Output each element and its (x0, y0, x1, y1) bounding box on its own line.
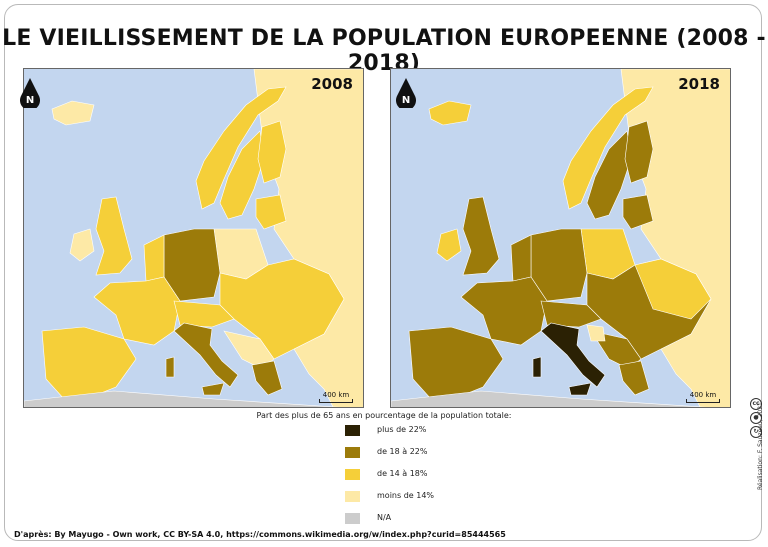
region-sicily (201, 382, 225, 396)
legend-title: Part des plus de 65 ans en pourcentage d… (256, 411, 512, 420)
north-label: N (402, 95, 410, 106)
map-2018: 2018 400 km (390, 68, 731, 408)
region-finland (257, 120, 287, 184)
region-greece (251, 360, 283, 396)
region-norway (562, 86, 654, 210)
legend-label: de 14 à 18% (377, 469, 428, 478)
region-iberia (408, 326, 504, 400)
region-uk (462, 196, 500, 276)
map-2008: 2008 400 km (23, 68, 364, 408)
region-italy (540, 322, 606, 388)
scale-bar: 400 km (686, 391, 720, 403)
scale-label: 400 km (322, 391, 350, 399)
region-baltics (255, 194, 287, 230)
region-ireland (69, 228, 95, 262)
scale-bar: 400 km (319, 391, 353, 403)
region-sardinia (165, 356, 175, 378)
map-year: 2008 (311, 75, 353, 93)
scale-label: 400 km (689, 391, 717, 399)
region-iceland (51, 100, 95, 126)
region-norway (195, 86, 287, 210)
region-alps (173, 300, 235, 328)
region-benelux (510, 234, 532, 282)
region-sicily (568, 382, 592, 396)
map-year: 2018 (678, 75, 720, 93)
license-icons: cc ● ↻ (750, 398, 762, 440)
legend-swatch (345, 469, 360, 480)
map-2008-shapes (24, 69, 363, 407)
region-africa (391, 390, 707, 407)
region-greece (618, 360, 650, 396)
legend-swatch (345, 425, 360, 436)
map-2018-shapes (391, 69, 730, 407)
legend-swatch (345, 447, 360, 458)
region-sardinia (532, 356, 542, 378)
legend-swatch (345, 491, 360, 502)
region-africa (24, 390, 340, 407)
region-baltics (622, 194, 654, 230)
region-bosnia (586, 324, 606, 342)
region-france (93, 276, 181, 346)
cc-icon: cc (750, 398, 762, 410)
region-ireland (436, 228, 462, 262)
region-ukraine (634, 258, 712, 320)
sa-icon: ↻ (750, 426, 762, 438)
region-iceland (428, 100, 472, 126)
region-finland (624, 120, 654, 184)
north-label: N (26, 95, 34, 106)
legend-label: plus de 22% (377, 425, 427, 434)
legend-label: N/A (377, 513, 392, 522)
region-iberia (41, 326, 137, 400)
by-icon: ● (750, 412, 762, 424)
legend-label: moins de 14% (377, 491, 435, 500)
legend-swatch (345, 513, 360, 524)
north-arrow-icon: N (20, 78, 40, 108)
region-uk (95, 196, 133, 276)
region-italy (173, 322, 239, 388)
legend-label: de 18 à 22% (377, 447, 428, 456)
region-benelux (143, 234, 165, 282)
region-france (460, 276, 548, 346)
source-note: D'après: By Mayugo - Own work, CC BY-SA … (14, 530, 506, 539)
region-alps (540, 300, 602, 328)
north-arrow-icon: N (396, 78, 416, 108)
poster-frame (4, 4, 762, 541)
